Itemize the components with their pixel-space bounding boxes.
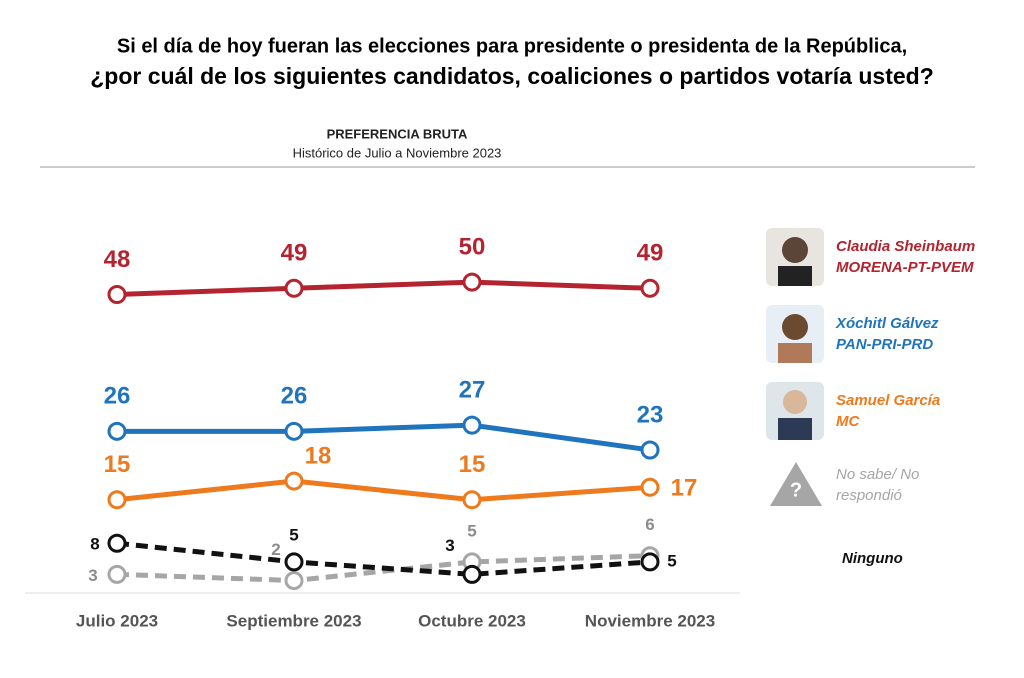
data-label: 15: [104, 451, 131, 478]
data-label: 49: [637, 240, 664, 267]
point: [107, 421, 127, 441]
point: [284, 571, 304, 591]
data-label: 5: [289, 525, 298, 544]
legend-party: MC: [836, 413, 860, 430]
legend-name: No sabe/ No respondió: [836, 466, 920, 504]
point: [462, 415, 482, 435]
data-label: 26: [104, 383, 131, 410]
data-label: 3: [445, 536, 454, 555]
caption: Histórico de Julio a Noviembre 2023: [293, 145, 502, 160]
legend-entry: No sabe/ No respondió: [836, 464, 946, 506]
data-label: 18: [305, 442, 332, 469]
legend-name: Ninguno: [842, 550, 903, 567]
legend-entry: Samuel García MC: [836, 390, 1016, 432]
data-label: 6: [645, 515, 654, 534]
legend-name: Claudia Sheinbaum: [836, 238, 976, 255]
legend-party: MORENA-PT-PVEM: [836, 259, 974, 276]
point: [640, 278, 660, 298]
legend-photo: [766, 305, 824, 363]
data-label: 3: [88, 566, 97, 585]
svg-text:?: ?: [790, 479, 802, 501]
series-line: [116, 540, 651, 577]
x-tick-label: Septiembre 2023: [226, 611, 361, 630]
point: [640, 552, 660, 572]
legend-entry: Ninguno: [842, 548, 1022, 569]
data-label: 49: [281, 240, 308, 267]
series-line: [117, 422, 651, 453]
point: [462, 564, 482, 584]
point: [107, 490, 127, 510]
point: [640, 477, 660, 497]
data-label: 5: [467, 521, 476, 540]
legend-icon: ?: [770, 462, 822, 506]
data-label: 8: [90, 535, 99, 554]
series-line: [116, 553, 651, 584]
x-tick-label: Noviembre 2023: [585, 611, 715, 630]
legend-entry: Claudia Sheinbaum MORENA-PT-PVEM: [836, 236, 1016, 278]
point: [462, 272, 482, 292]
legend-party: PAN-PRI-PRD: [836, 336, 934, 353]
point: [284, 552, 304, 572]
legend-name: Xóchitl Gálvez: [836, 315, 939, 332]
point: [107, 564, 127, 584]
point: [107, 533, 127, 553]
data-label: 15: [459, 451, 486, 478]
point: [462, 490, 482, 510]
x-tick-label: Octubre 2023: [418, 611, 526, 630]
point: [107, 285, 127, 305]
data-label: 26: [281, 383, 308, 410]
legend-photo: [766, 382, 824, 440]
legend-entry: Xóchitl Gálvez PAN-PRI-PRD: [836, 313, 1016, 355]
data-label: 17: [671, 475, 698, 502]
data-label: 23: [637, 401, 664, 428]
x-tick-label: Julio 2023: [76, 611, 158, 630]
data-label: 5: [667, 551, 676, 570]
series-line: [116, 279, 651, 298]
point: [284, 421, 304, 441]
title-line: Si el día de hoy fueran las elecciones p…: [117, 35, 907, 57]
data-label: 48: [104, 246, 131, 273]
point: [640, 440, 660, 460]
title-line: ¿por cuál de los siguientes candidatos, …: [90, 63, 934, 89]
subtitle: PREFERENCIA BRUTA: [327, 126, 468, 141]
point: [284, 278, 304, 298]
data-label: 27: [459, 376, 486, 403]
data-label: 50: [459, 233, 486, 260]
series-line: [116, 478, 651, 503]
point: [284, 471, 304, 491]
legend-name: Samuel García: [836, 392, 941, 409]
legend-photo: [766, 228, 824, 286]
data-label: 2: [271, 540, 280, 559]
